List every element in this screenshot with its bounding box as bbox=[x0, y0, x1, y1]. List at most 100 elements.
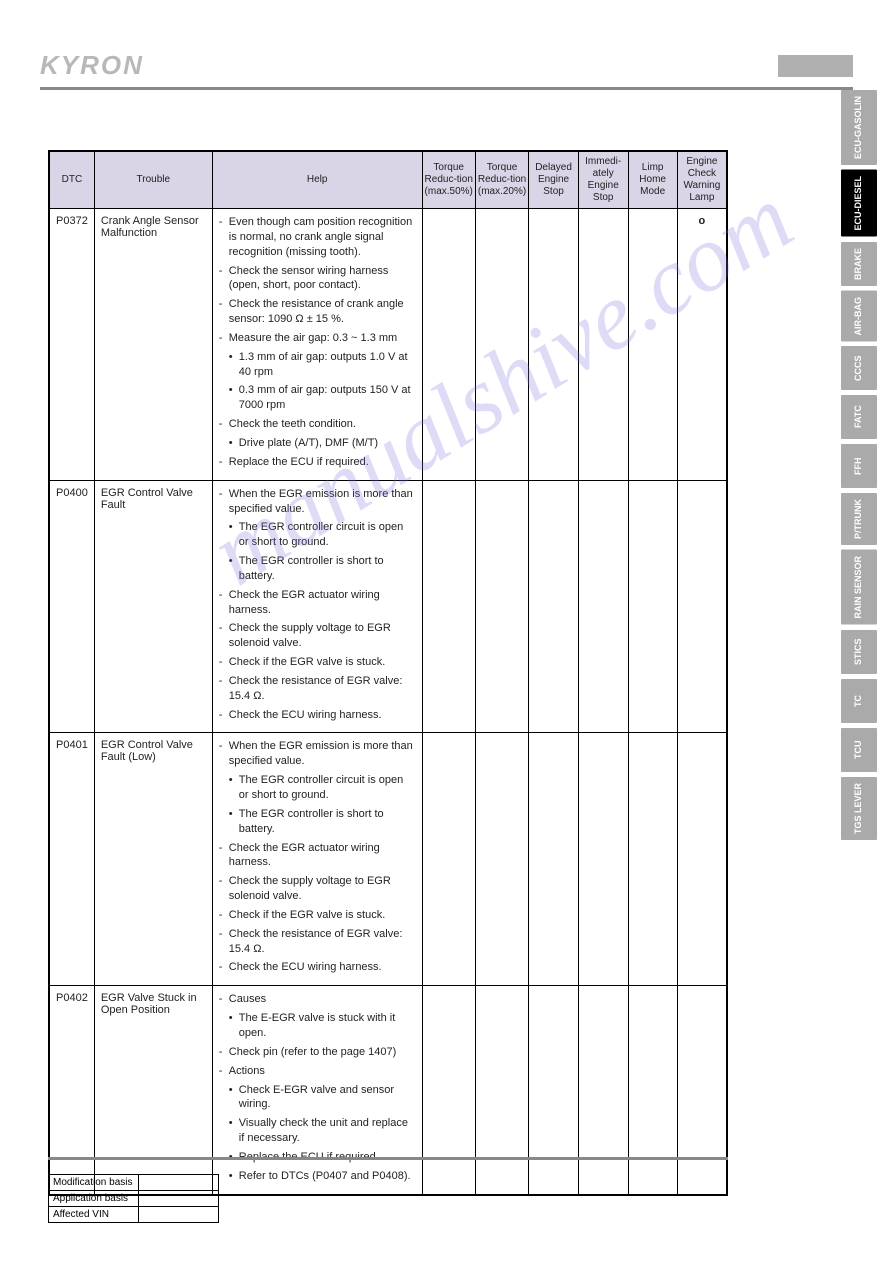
table-row: P0372Crank Angle Sensor MalfunctionEven … bbox=[49, 209, 727, 481]
help-item: Check pin (refer to the page 1407) bbox=[219, 1045, 416, 1060]
table-row: P0401EGR Control Valve Fault (Low)When t… bbox=[49, 733, 727, 986]
header-placeholder-box bbox=[778, 55, 853, 77]
help-item: Check the resistance of EGR valve: 15.4 … bbox=[219, 927, 416, 957]
dtc-table: DTC Trouble Help Torque Reduc-tion (max.… bbox=[48, 150, 728, 1196]
help-item: Check the sensor wiring harness (open, s… bbox=[219, 264, 416, 294]
side-tab[interactable]: STICS bbox=[841, 630, 877, 674]
help-item: The EGR controller is short to battery. bbox=[219, 554, 416, 584]
help-item: Even though cam position recognition is … bbox=[219, 215, 416, 260]
side-tab[interactable]: ECU-GASOLIN bbox=[841, 90, 877, 165]
delayed-cell bbox=[529, 209, 579, 481]
trouble-cell: Crank Angle Sensor Malfunction bbox=[94, 209, 212, 481]
help-item: The EGR controller is short to battery. bbox=[219, 807, 416, 837]
tr20-cell bbox=[475, 209, 528, 481]
dtc-cell: P0372 bbox=[49, 209, 94, 481]
tr20-cell bbox=[475, 480, 528, 733]
side-tab[interactable]: FFH bbox=[841, 444, 877, 488]
help-item: Actions bbox=[219, 1064, 416, 1079]
side-tab[interactable]: CCCS bbox=[841, 346, 877, 390]
table-row: P0400EGR Control Valve FaultWhen the EGR… bbox=[49, 480, 727, 733]
col-help: Help bbox=[212, 151, 422, 209]
page-footer: Modification basis Application basis Aff… bbox=[48, 1157, 845, 1223]
side-tab[interactable]: TC bbox=[841, 679, 877, 723]
immediate-cell bbox=[578, 733, 628, 986]
help-cell: When the EGR emission is more than speci… bbox=[212, 480, 422, 733]
page-header: KYRON bbox=[40, 50, 853, 90]
tr50-cell bbox=[422, 209, 475, 481]
app-value bbox=[139, 1191, 219, 1207]
col-delayed: Delayed Engine Stop bbox=[529, 151, 579, 209]
col-tr20: Torque Reduc-tion (max.20%) bbox=[475, 151, 528, 209]
footer-rule bbox=[48, 1157, 728, 1160]
side-tab[interactable]: FATC bbox=[841, 395, 877, 439]
help-item: The EGR controller circuit is open or sh… bbox=[219, 773, 416, 803]
help-item: Measure the air gap: 0.3 ~ 1.3 mm bbox=[219, 331, 416, 346]
side-tabs: ECU-GASOLIN ECU-DIESEL BRAKE AIR-BAG CCCS FAT… bbox=[841, 90, 877, 840]
app-row: Application basis bbox=[49, 1191, 219, 1207]
side-tab[interactable]: AIR-BAG bbox=[841, 291, 877, 342]
lamp-cell bbox=[677, 733, 727, 986]
help-item: The EGR controller circuit is open or sh… bbox=[219, 520, 416, 550]
col-lamp: Engine Check Warning Lamp bbox=[677, 151, 727, 209]
side-tab[interactable]: ECU-DIESEL bbox=[841, 170, 877, 237]
side-tab[interactable]: RAIN SENSOR bbox=[841, 550, 877, 625]
help-item: Drive plate (A/T), DMF (M/T) bbox=[219, 436, 416, 451]
app-label: Application basis bbox=[49, 1191, 139, 1207]
mod-value bbox=[139, 1175, 219, 1191]
limp-cell bbox=[628, 733, 677, 986]
tr50-cell bbox=[422, 480, 475, 733]
trouble-cell: EGR Control Valve Fault bbox=[94, 480, 212, 733]
help-item: Check the ECU wiring harness. bbox=[219, 960, 416, 975]
mod-row: Modification basis bbox=[49, 1175, 219, 1191]
table-header-row: DTC Trouble Help Torque Reduc-tion (max.… bbox=[49, 151, 727, 209]
help-item: 0.3 mm of air gap: outputs 150 V at 7000… bbox=[219, 383, 416, 413]
help-item: 1.3 mm of air gap: outputs 1.0 V at 40 r… bbox=[219, 350, 416, 380]
help-item: Visually check the unit and replace if n… bbox=[219, 1116, 416, 1146]
dtc-cell: P0400 bbox=[49, 480, 94, 733]
vin-value bbox=[139, 1207, 219, 1223]
side-tab[interactable]: P/TRUNK bbox=[841, 493, 877, 545]
help-item: Check if the EGR valve is stuck. bbox=[219, 655, 416, 670]
col-tr50: Torque Reduc-tion (max.50%) bbox=[422, 151, 475, 209]
side-tab[interactable]: TGS LEVER bbox=[841, 777, 877, 840]
tr50-cell bbox=[422, 733, 475, 986]
help-item: Check E-EGR valve and sensor wiring. bbox=[219, 1083, 416, 1113]
limp-cell bbox=[628, 480, 677, 733]
side-tab[interactable]: TCU bbox=[841, 728, 877, 772]
tr20-cell bbox=[475, 733, 528, 986]
help-item: Check the supply voltage to EGR solenoid… bbox=[219, 621, 416, 651]
help-cell: Even though cam position recognition is … bbox=[212, 209, 422, 481]
delayed-cell bbox=[529, 733, 579, 986]
brand-logo: KYRON bbox=[40, 50, 144, 81]
help-item: Check the EGR actuator wiring harness. bbox=[219, 841, 416, 871]
table-body: P0372Crank Angle Sensor MalfunctionEven … bbox=[49, 209, 727, 1195]
vin-row: Affected VIN bbox=[49, 1207, 219, 1223]
help-item: Check the teeth condition. bbox=[219, 417, 416, 432]
col-immediate: Immedi-ately Engine Stop bbox=[578, 151, 628, 209]
help-item: Check the resistance of crank angle sens… bbox=[219, 297, 416, 327]
vin-label: Affected VIN bbox=[49, 1207, 139, 1223]
help-item: When the EGR emission is more than speci… bbox=[219, 739, 416, 769]
help-item: Check the resistance of EGR valve: 15.4 … bbox=[219, 674, 416, 704]
immediate-cell bbox=[578, 209, 628, 481]
col-dtc: DTC bbox=[49, 151, 94, 209]
help-item: When the EGR emission is more than speci… bbox=[219, 487, 416, 517]
col-limp: Limp Home Mode bbox=[628, 151, 677, 209]
help-item: Check the supply voltage to EGR solenoid… bbox=[219, 874, 416, 904]
immediate-cell bbox=[578, 480, 628, 733]
dtc-cell: P0401 bbox=[49, 733, 94, 986]
col-trouble: Trouble bbox=[94, 151, 212, 209]
help-item: Check the EGR actuator wiring harness. bbox=[219, 588, 416, 618]
trouble-cell: EGR Control Valve Fault (Low) bbox=[94, 733, 212, 986]
limp-cell bbox=[628, 209, 677, 481]
help-item: Check the ECU wiring harness. bbox=[219, 708, 416, 723]
help-item: The E-EGR valve is stuck with it open. bbox=[219, 1011, 416, 1041]
help-item: Replace the ECU if required. bbox=[219, 455, 416, 470]
help-cell: When the EGR emission is more than speci… bbox=[212, 733, 422, 986]
lamp-cell bbox=[677, 480, 727, 733]
help-item: Causes bbox=[219, 992, 416, 1007]
side-tab[interactable]: BRAKE bbox=[841, 242, 877, 286]
lamp-cell: o bbox=[677, 209, 727, 481]
mod-label: Modification basis bbox=[49, 1175, 139, 1191]
delayed-cell bbox=[529, 480, 579, 733]
